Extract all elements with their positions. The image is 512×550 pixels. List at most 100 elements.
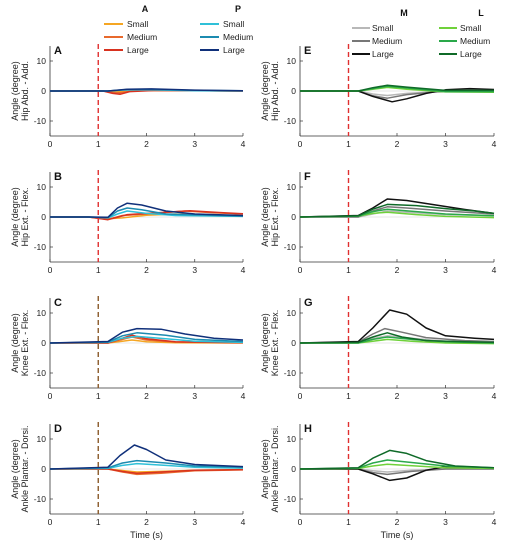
legend-label-l-large: Large	[460, 49, 482, 59]
x-tick-label: 3	[192, 391, 197, 401]
y-axis-label-f: Hip Ext. - Flex.	[270, 187, 280, 246]
series-line-l-large	[299, 203, 495, 218]
x-tick-label: 0	[48, 391, 53, 401]
y-tick-label: -10	[34, 242, 47, 252]
x-tick-label: 2	[395, 265, 400, 275]
y-axis-label-e: Angle (degree)	[260, 61, 270, 121]
series-line-p-large	[50, 202, 244, 219]
x-tick-label: 1	[96, 391, 101, 401]
y-tick-label: 10	[37, 308, 47, 318]
y-axis-label-h: Ankle Plantar. - Dorsi.	[270, 425, 280, 512]
x-tick-label: 4	[241, 517, 246, 527]
x-tick-label: 1	[346, 139, 351, 149]
x-tick-label: 3	[192, 265, 197, 275]
panel-letter-h: H	[304, 423, 312, 435]
legend-label-m-large: Large	[372, 49, 394, 59]
y-axis-label-g: Knee Ext. - Flex.	[270, 310, 280, 377]
x-tick-label: 4	[241, 139, 246, 149]
panel-letter-e: E	[304, 45, 311, 57]
panel-letter-b: B	[54, 171, 62, 183]
legend-right: M L Medium Small Large Small Medium Larg…	[352, 8, 490, 59]
y-tick-label: 0	[41, 86, 46, 96]
panel-d: 10 0 -10 0 1 2 3 4 D Angle (degree) Ankle Plantar.…	[10, 422, 246, 540]
y-tick-label: -10	[34, 494, 47, 504]
x-tick-label: 1	[346, 265, 351, 275]
x-tick-label: 2	[395, 139, 400, 149]
x-tick-label: 4	[492, 139, 497, 149]
y-tick-label: -10	[284, 242, 297, 252]
y-tick-label: 10	[287, 56, 297, 66]
y-tick-label: 0	[41, 212, 46, 222]
x-tick-label: 0	[298, 265, 303, 275]
series-line-l-large	[300, 84, 494, 92]
x-tick-label: 2	[144, 391, 149, 401]
y-tick-label: -10	[34, 368, 47, 378]
x-tick-label: 3	[443, 391, 448, 401]
y-tick-label: 10	[287, 182, 297, 192]
series-line-m-large	[300, 87, 495, 103]
y-axis-label-e: Hip Abd. - Add.	[270, 61, 280, 121]
y-axis-label-d: Ankle Plantar. - Dorsi.	[20, 425, 30, 512]
legend-label-a-medium: Medium	[127, 32, 157, 42]
y-tick-label: 0	[291, 86, 296, 96]
x-tick-label: 3	[443, 265, 448, 275]
y-tick-label: 0	[291, 212, 296, 222]
legend-label-a-large: Large	[127, 45, 149, 55]
x-tick-label: 3	[192, 517, 197, 527]
y-axis-label-a: Hip Abd. - Add.	[20, 61, 30, 121]
x-tick-label: 3	[443, 139, 448, 149]
y-tick-label: 0	[291, 338, 296, 348]
y-tick-label: 10	[287, 308, 297, 318]
panel-letter-a: A	[54, 45, 62, 57]
legend-right-header-m: M	[400, 8, 408, 18]
x-tick-label: 0	[48, 265, 53, 275]
legend-label-l-small: Small	[460, 23, 481, 33]
panel-b: 10 0 -10 0 1 2 3 4 B Angle (degree) Hip Ext. - Fle…	[10, 170, 246, 275]
y-axis-label-d: Angle (degree)	[10, 439, 20, 499]
panel-f: 10 0 -10 0 1 2 3 4 F Angle (degree) Hip Ext. - Fle…	[260, 170, 497, 275]
x-tick-label: 4	[492, 391, 497, 401]
y-axis-label-c: Knee Ext. - Flex.	[20, 310, 30, 377]
panel-c: 10 0 -10 0 1 2 3 4 C Angle (degree) Knee Ext. - Fl…	[10, 296, 246, 401]
legend-label-m-medium: Medium	[372, 36, 402, 46]
x-tick-label: 0	[298, 139, 303, 149]
x-axis-label-d: Time (s)	[130, 530, 163, 540]
panel-a: 10 0 -10 0 1 2 3 4 A Angle (degree) Hip Abd. - Add…	[10, 44, 246, 149]
y-tick-label: 10	[287, 434, 297, 444]
y-axis-label-b: Angle (degree)	[10, 187, 20, 247]
legend-label-a-small: Small	[127, 19, 148, 29]
x-tick-label: 2	[395, 391, 400, 401]
x-tick-label: 1	[96, 517, 101, 527]
x-tick-label: 0	[298, 391, 303, 401]
series-line-p-large	[50, 88, 244, 92]
legend-label-p-large: Large	[223, 45, 245, 55]
y-tick-label: -10	[284, 368, 297, 378]
x-tick-label: 3	[443, 517, 448, 527]
panel-letter-d: D	[54, 423, 62, 435]
x-tick-label: 2	[144, 265, 149, 275]
legend-left-header-p: P	[235, 4, 241, 14]
series-line-m-medium	[300, 206, 495, 218]
x-tick-label: 0	[48, 517, 53, 527]
x-tick-label: 4	[241, 391, 246, 401]
panel-letter-c: C	[54, 297, 62, 309]
y-axis-label-c: Angle (degree)	[10, 313, 20, 373]
x-tick-label: 4	[492, 265, 497, 275]
x-tick-label: 4	[241, 265, 246, 275]
panel-e: 10 0 -10 0 1 2 3 4 E Angle (degree) Hip Abd. - Add…	[260, 44, 497, 149]
y-tick-label: 10	[37, 434, 47, 444]
legend-label-m-small: Small	[372, 23, 393, 33]
legend-left: A P Small Medium Large Small Medium Larg…	[104, 4, 253, 55]
y-axis-label-a: Angle (degree)	[10, 61, 20, 121]
x-tick-label: 4	[492, 517, 497, 527]
x-tick-label: 2	[395, 517, 400, 527]
y-tick-label: -10	[34, 116, 47, 126]
x-tick-label: 2	[144, 139, 149, 149]
panel-letter-g: G	[304, 297, 313, 309]
series-line-l-large	[299, 332, 495, 344]
panel-h: 10 0 -10 0 1 2 3 4 H Angle (degree) Ankle Plantar.…	[260, 422, 497, 540]
series-line-m-large	[299, 309, 495, 344]
y-tick-label: 0	[291, 464, 296, 474]
panel-letter-f: F	[304, 171, 311, 183]
